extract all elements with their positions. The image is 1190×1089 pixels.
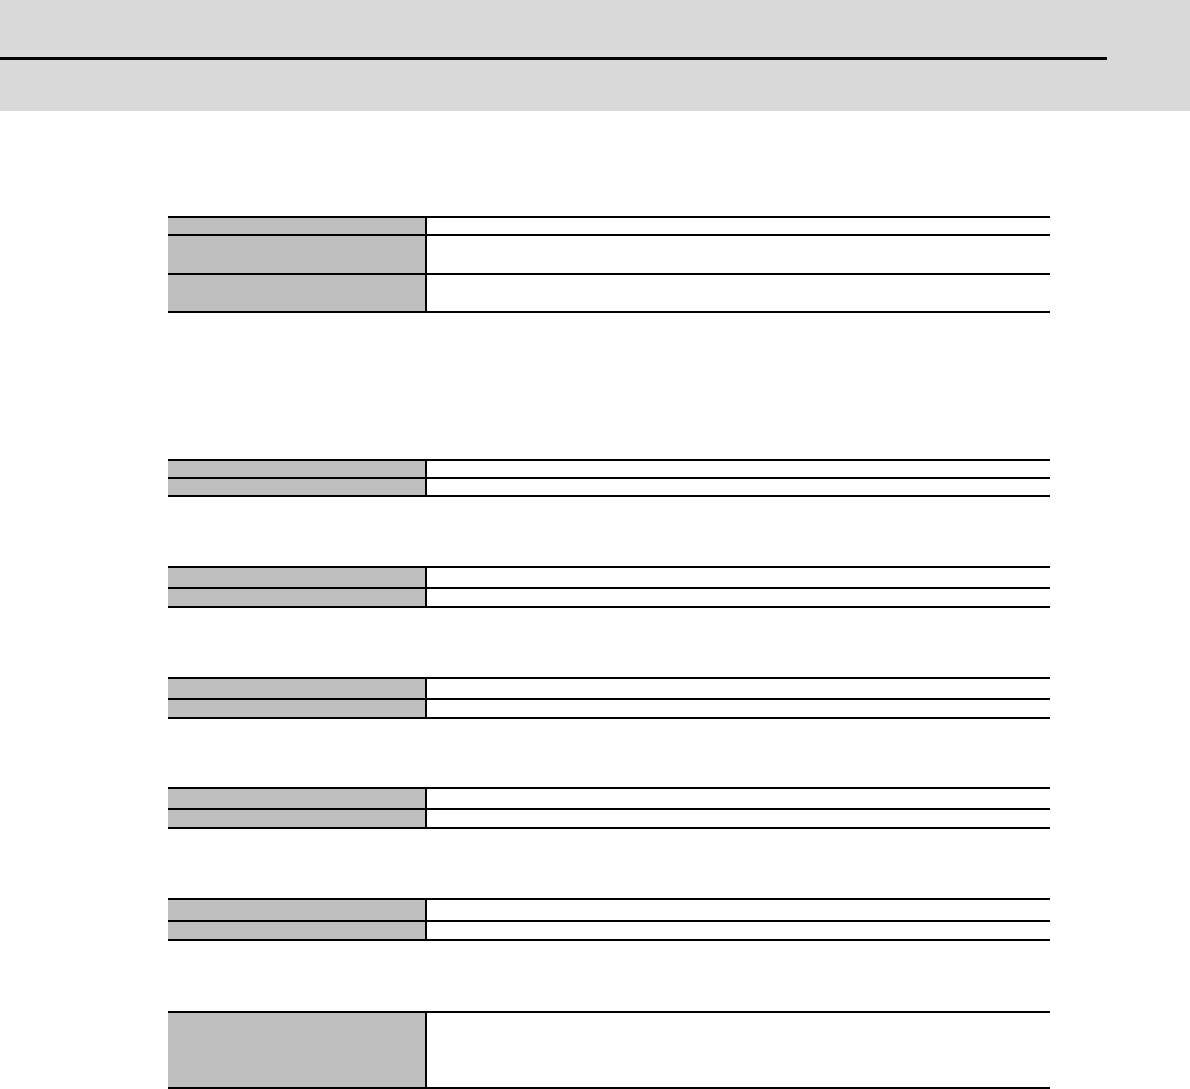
row-value-cell	[427, 275, 1050, 311]
row-value-cell	[427, 218, 1050, 234]
row-label-cell	[168, 479, 427, 495]
row-label-cell	[168, 810, 427, 827]
row-label-cell	[168, 700, 427, 717]
table-row	[168, 461, 1050, 477]
row-value-cell	[427, 810, 1050, 827]
row-label-cell	[168, 922, 427, 939]
spec-table	[168, 566, 1050, 608]
row-value-cell	[427, 700, 1050, 717]
table-row	[168, 698, 1050, 717]
row-value-cell	[427, 589, 1050, 606]
row-value-cell	[427, 900, 1050, 920]
header-divider	[0, 57, 1107, 60]
table-row	[168, 1013, 1050, 1087]
table-row	[168, 789, 1050, 808]
table-row	[168, 920, 1050, 939]
row-value-cell	[427, 679, 1050, 698]
row-label-cell	[168, 1013, 427, 1087]
row-label-cell	[168, 236, 427, 273]
row-value-cell	[427, 461, 1050, 477]
table-row	[168, 234, 1050, 273]
row-value-cell	[427, 789, 1050, 808]
spec-table	[168, 898, 1050, 941]
row-label-cell	[168, 218, 427, 234]
table-row	[168, 679, 1050, 698]
page-header-band	[0, 0, 1190, 111]
table-row	[168, 218, 1050, 234]
row-value-cell	[427, 1013, 1050, 1087]
row-value-cell	[427, 568, 1050, 587]
row-label-cell	[168, 589, 427, 606]
spec-table	[168, 1011, 1050, 1089]
table-row	[168, 808, 1050, 827]
table-row	[168, 477, 1050, 495]
spec-table	[168, 459, 1050, 497]
table-row	[168, 900, 1050, 920]
row-value-cell	[427, 479, 1050, 495]
row-label-cell	[168, 789, 427, 808]
spec-table	[168, 216, 1050, 313]
table-row	[168, 568, 1050, 587]
table-row	[168, 587, 1050, 606]
row-label-cell	[168, 900, 427, 920]
table-row	[168, 273, 1050, 311]
row-label-cell	[168, 679, 427, 698]
row-label-cell	[168, 461, 427, 477]
spec-table	[168, 677, 1050, 719]
row-label-cell	[168, 568, 427, 587]
row-value-cell	[427, 236, 1050, 273]
spec-table	[168, 787, 1050, 829]
row-value-cell	[427, 922, 1050, 939]
row-label-cell	[168, 275, 427, 311]
